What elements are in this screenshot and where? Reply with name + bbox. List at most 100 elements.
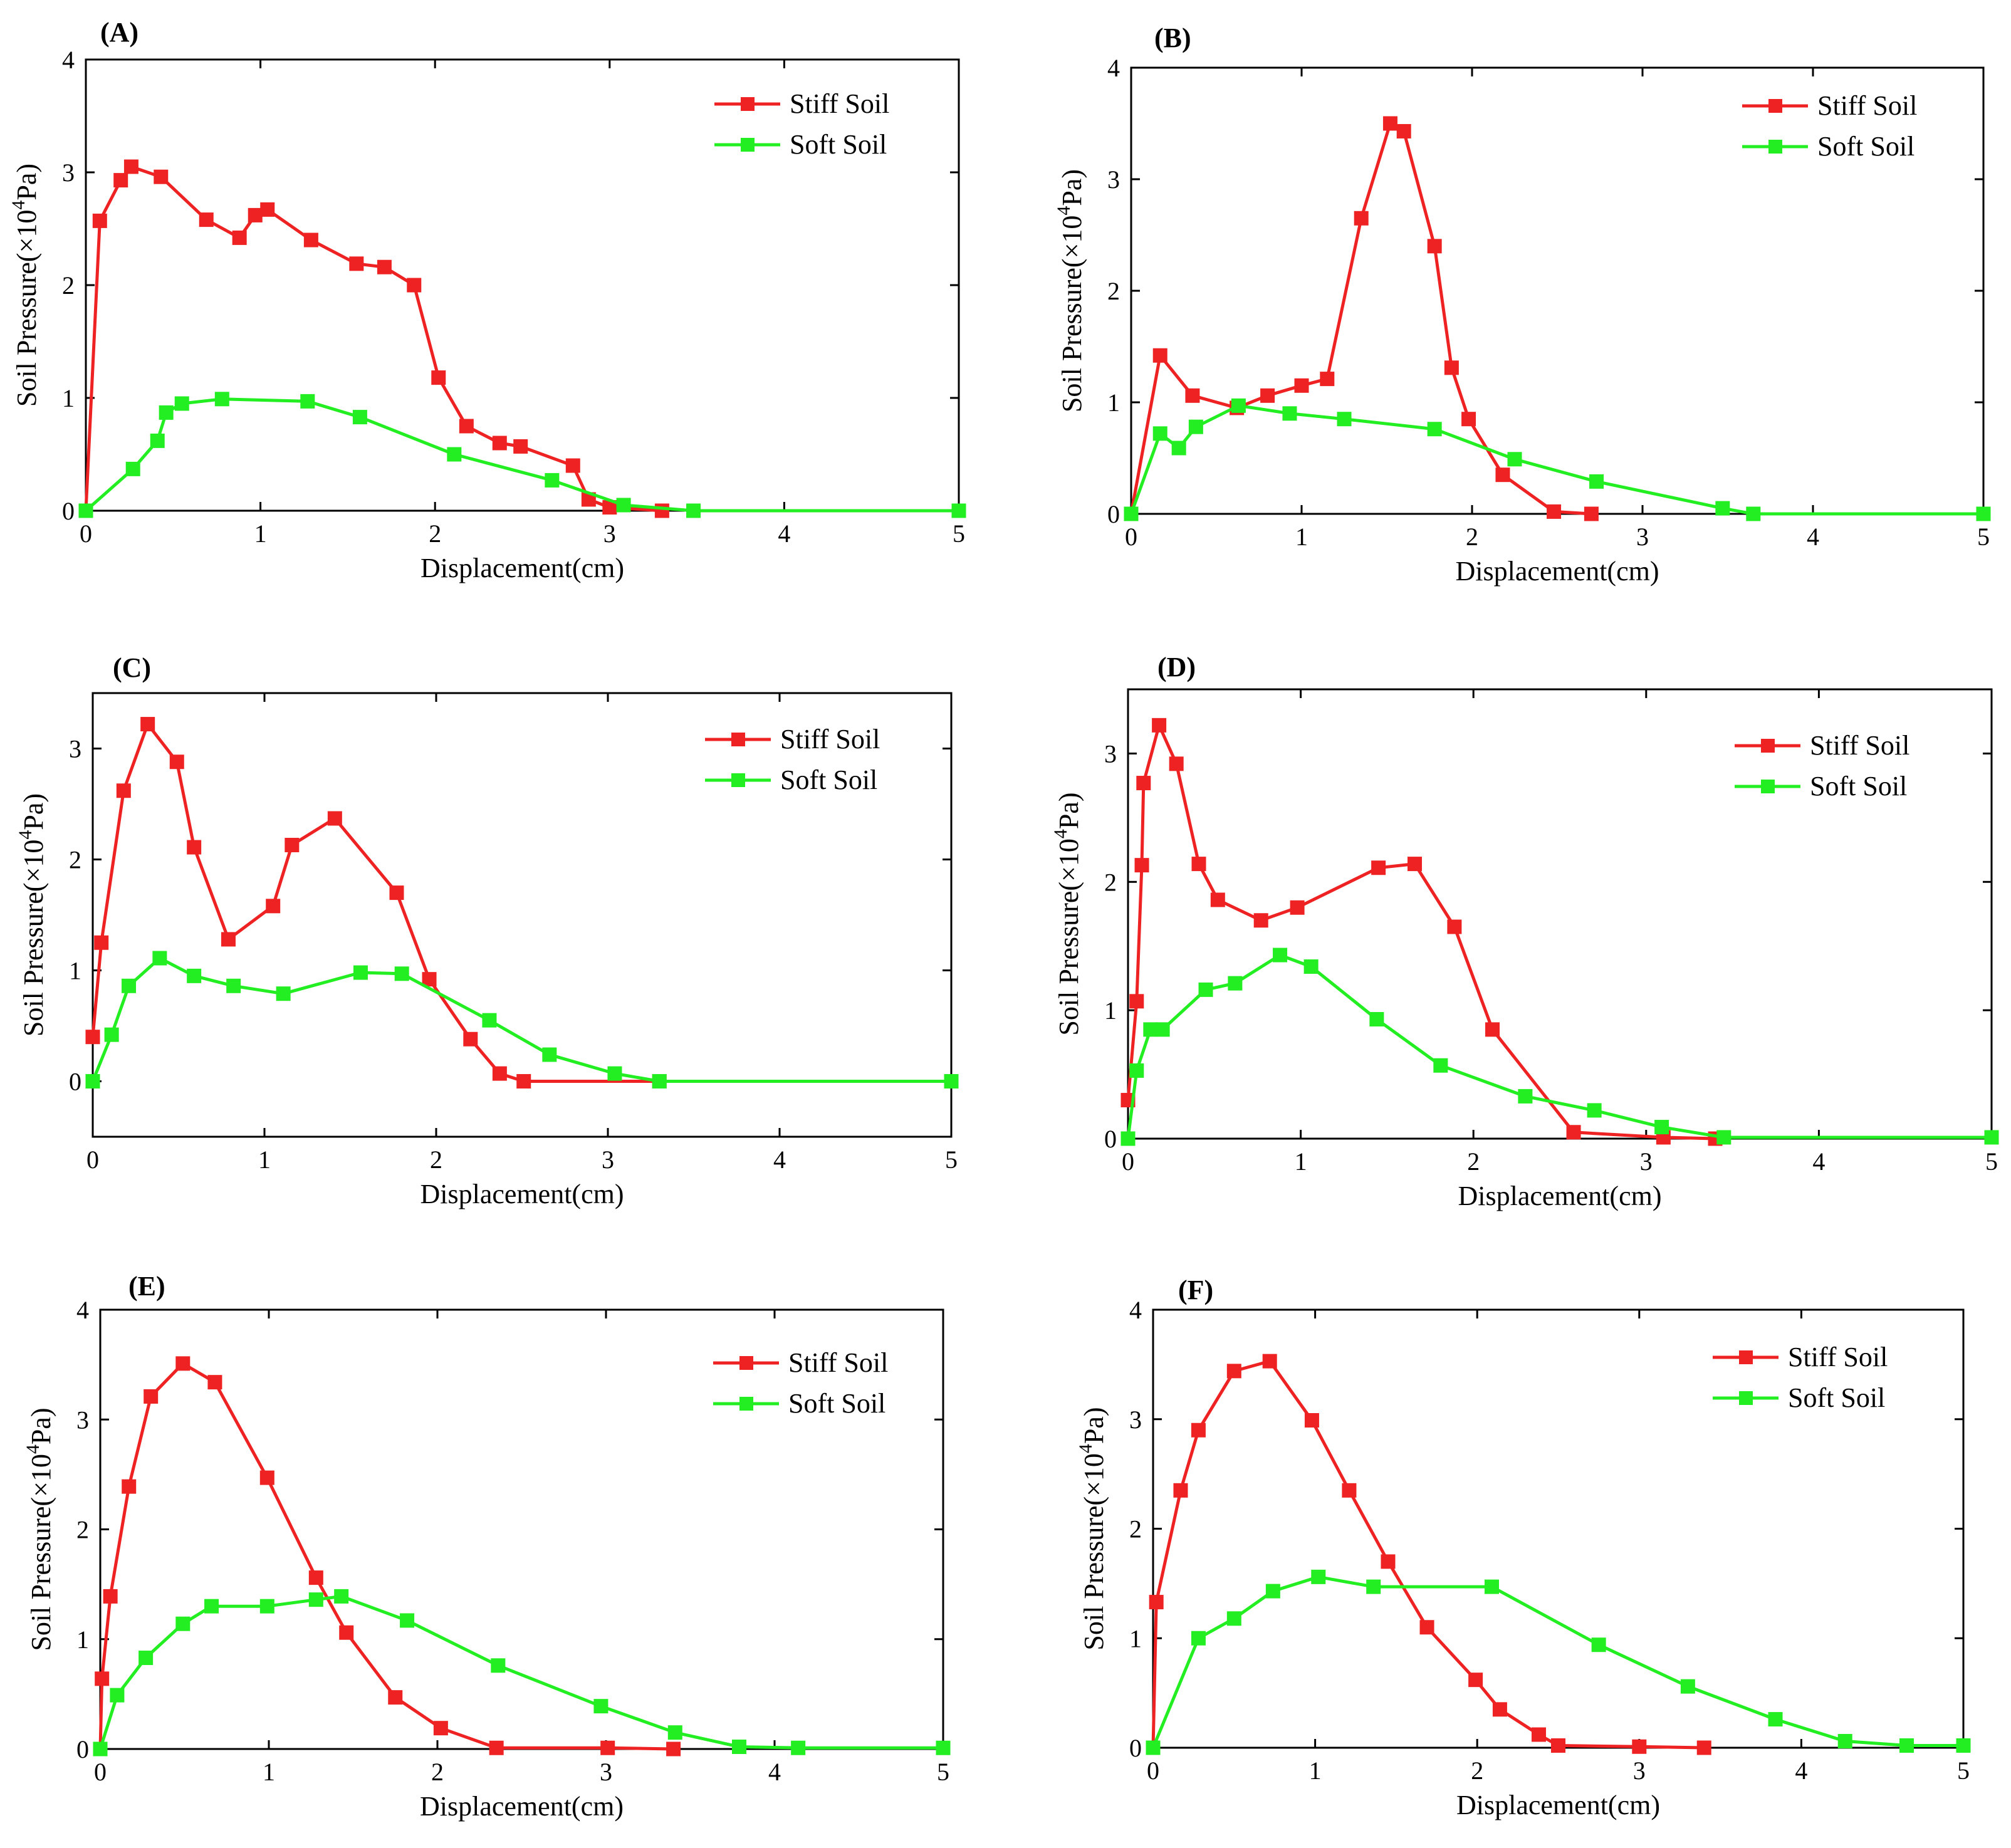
data-point-soft-soil — [1518, 1088, 1533, 1104]
x-tick-label: 2 — [1467, 1147, 1480, 1176]
data-point-soft-soil — [226, 978, 241, 993]
data-point-stiff-soil — [175, 1356, 191, 1371]
data-point-stiff-soil — [285, 837, 300, 852]
y-axis-title-base: Soil Pressure(×10 — [18, 840, 49, 1036]
data-point-stiff-soil — [1185, 388, 1200, 403]
data-point-soft-soil — [1484, 1579, 1499, 1594]
data-point-stiff-soil — [1444, 360, 1459, 375]
y-tick-label: 2 — [69, 846, 81, 874]
data-point-stiff-soil — [349, 256, 364, 271]
series-stiff-soil — [85, 717, 667, 1088]
series-line-stiff-soil — [1151, 1359, 1705, 1750]
series-line-soft-soil — [1151, 1575, 1963, 1748]
data-point-stiff-soil — [388, 1690, 403, 1705]
series-stiff-soil — [78, 159, 669, 518]
data-point-soft-soil — [1837, 1734, 1852, 1749]
y-tick-label: 4 — [62, 46, 75, 74]
series-line-stiff-soil — [98, 1362, 674, 1751]
x-tick-label: 2 — [431, 1758, 444, 1786]
series-stiff-soil — [93, 1356, 681, 1757]
data-point-soft-soil — [85, 1074, 100, 1088]
y-tick-label: 0 — [62, 497, 75, 525]
data-point-soft-soil — [1337, 412, 1352, 427]
y-tick-label: 1 — [76, 1626, 89, 1654]
y-tick-label: 0 — [76, 1735, 89, 1763]
data-point-stiff-soil — [259, 1470, 274, 1485]
data-point-soft-soil — [1976, 506, 1991, 521]
legend-marker-soft-soil — [739, 1397, 753, 1411]
x-tick-label: 3 — [602, 1146, 614, 1174]
y-axis-title-base: Soil Pressure(×10 — [26, 1454, 56, 1651]
data-point-soft-soil — [482, 1013, 497, 1028]
y-tick-label: 4 — [76, 1296, 89, 1324]
data-point-stiff-soil — [1354, 211, 1369, 226]
data-point-stiff-soil — [1173, 1483, 1188, 1498]
data-point-stiff-soil — [1427, 239, 1442, 254]
data-point-soft-soil — [1716, 1130, 1732, 1145]
data-point-soft-soil — [545, 472, 560, 488]
data-point-stiff-soil — [140, 717, 155, 732]
plot-frame — [1127, 688, 1993, 1140]
data-point-soft-soil — [122, 978, 137, 993]
legend-label-stiff-soil: Stiff Soil — [788, 1347, 888, 1378]
data-point-stiff-soil — [1191, 857, 1206, 872]
legend-marker-soft-soil — [1761, 780, 1775, 793]
y-tick-label: 2 — [1104, 868, 1117, 896]
data-point-stiff-soil — [94, 935, 109, 950]
data-point-stiff-soil — [1342, 1483, 1357, 1498]
data-point-soft-soil — [542, 1047, 557, 1062]
legend-label-stiff-soil: Stiff Soil — [790, 88, 889, 119]
x-axis-title: Displacement(cm) — [1456, 556, 1659, 587]
data-point-stiff-soil — [1371, 860, 1386, 875]
data-point-soft-soil — [616, 498, 631, 513]
data-point-soft-soil — [204, 1599, 219, 1614]
data-point-soft-soil — [1231, 398, 1246, 413]
data-point-stiff-soil — [116, 783, 131, 798]
data-point-stiff-soil — [327, 811, 342, 826]
data-point-soft-soil — [1226, 1611, 1241, 1626]
data-point-stiff-soil — [1584, 506, 1599, 521]
data-point-soft-soil — [686, 503, 701, 518]
data-point-stiff-soil — [1320, 372, 1335, 387]
data-point-soft-soil — [951, 503, 966, 518]
x-tick-label: 1 — [1295, 1147, 1307, 1176]
data-point-stiff-soil — [1149, 1595, 1164, 1610]
y-tick-label: 1 — [1129, 1624, 1142, 1652]
x-tick-label: 0 — [1122, 1147, 1134, 1176]
data-point-soft-soil — [1654, 1120, 1669, 1135]
data-point-soft-soil — [394, 966, 409, 981]
x-tick-label: 3 — [600, 1758, 612, 1786]
y-axis-title-base: Soil Pressure(×10 — [1057, 216, 1087, 412]
chart-panel-f: (F) 0 1 2 3 4 5 0 1 2 3 4 Displacement(cm) Soil Press… — [1075, 1275, 1971, 1820]
x-tick-label: 4 — [1807, 523, 1819, 551]
legend-label-soft-soil: Soft Soil — [780, 765, 877, 795]
y-axis-title-unit: Pa) — [1057, 169, 1087, 206]
data-point-stiff-soil — [492, 436, 507, 451]
data-point-stiff-soil — [95, 1671, 110, 1686]
data-point-stiff-soil — [1294, 378, 1309, 393]
data-point-stiff-soil — [422, 972, 437, 987]
data-point-stiff-soil — [187, 840, 202, 855]
data-point-soft-soil — [1433, 1058, 1448, 1073]
data-point-stiff-soil — [1210, 892, 1225, 907]
y-axis-title: Soil Pressure(×104Pa) — [1050, 792, 1084, 1035]
data-point-stiff-soil — [1381, 1554, 1396, 1569]
data-point-stiff-soil — [600, 1740, 615, 1755]
data-point-stiff-soil — [154, 169, 169, 184]
data-point-stiff-soil — [463, 1031, 478, 1047]
data-point-stiff-soil — [169, 754, 184, 770]
y-axis-title-unit: Pa) — [11, 164, 42, 201]
data-point-soft-soil — [138, 1651, 154, 1666]
panel-label: (A) — [100, 17, 138, 48]
data-point-stiff-soil — [1419, 1620, 1434, 1635]
data-point-stiff-soil — [1632, 1739, 1647, 1754]
data-point-soft-soil — [353, 965, 368, 980]
data-point-stiff-soil — [221, 932, 236, 947]
legend-marker-soft-soil — [741, 138, 755, 152]
x-tick-label: 3 — [1640, 1147, 1653, 1176]
data-point-stiff-soil — [260, 202, 275, 217]
x-tick-label: 1 — [263, 1758, 275, 1786]
y-axis-title-base: Soil Pressure(×10 — [1079, 1453, 1109, 1650]
